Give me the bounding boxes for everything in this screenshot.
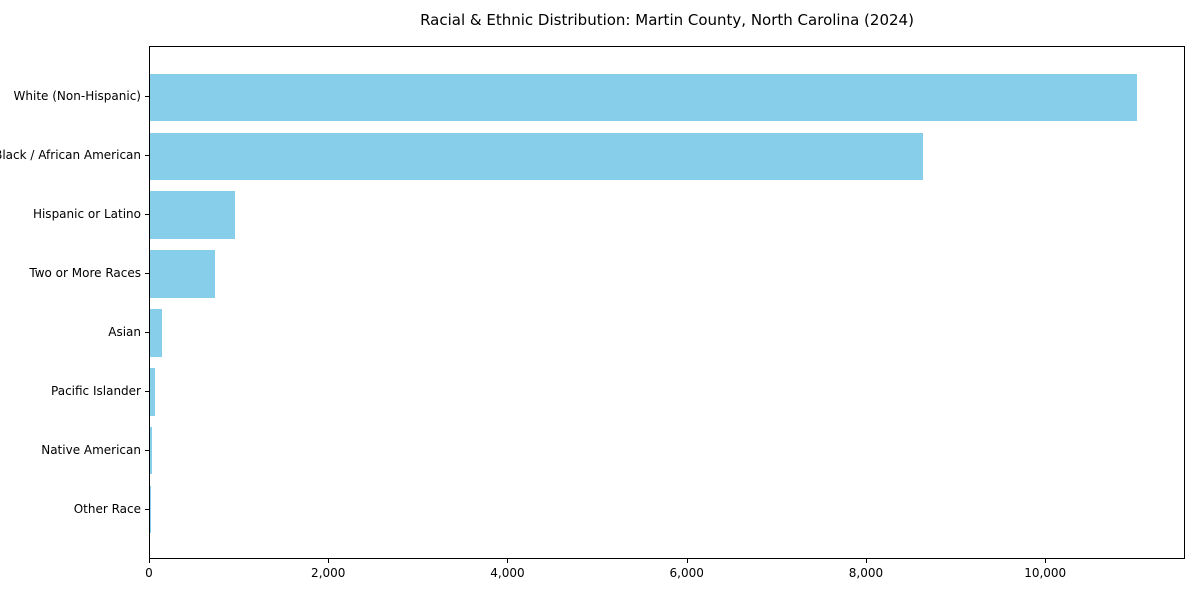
y-tick-mark bbox=[145, 449, 149, 451]
bar bbox=[150, 191, 236, 239]
y-tick-mark bbox=[145, 390, 149, 392]
x-tick-mark bbox=[1045, 559, 1047, 563]
y-tick-label: Pacific Islander bbox=[51, 383, 141, 398]
bar bbox=[150, 427, 152, 475]
x-tick-mark bbox=[686, 559, 688, 563]
y-tick-label: Hispanic or Latino bbox=[32, 207, 141, 222]
x-tick-mark bbox=[149, 559, 150, 563]
x-tick-label: 4,000 bbox=[490, 566, 525, 580]
y-tick-label: Native American bbox=[41, 442, 141, 457]
y-tick-label: White (Non-Hispanic) bbox=[13, 89, 141, 104]
x-tick-label: 0 bbox=[145, 566, 153, 580]
y-tick-label: Two or More Races bbox=[29, 266, 141, 281]
x-tick-label: 6,000 bbox=[669, 566, 704, 580]
x-tick-label: 8,000 bbox=[848, 566, 884, 580]
x-tick-mark bbox=[865, 559, 867, 563]
x-tick-label: 2,000 bbox=[311, 566, 346, 580]
plot-area bbox=[149, 46, 1185, 559]
y-tick-label: Black / African American bbox=[0, 148, 141, 163]
y-tick-mark bbox=[145, 508, 149, 510]
bar bbox=[150, 250, 216, 298]
bar bbox=[150, 368, 155, 416]
y-tick-mark bbox=[145, 155, 149, 157]
bar bbox=[150, 73, 1137, 121]
y-tick-mark bbox=[145, 273, 149, 275]
y-tick-mark bbox=[145, 96, 149, 98]
bar bbox=[150, 309, 162, 357]
x-tick-label: 10,000 bbox=[1024, 566, 1067, 580]
x-tick-mark bbox=[328, 559, 330, 563]
chart-title: Racial & Ethnic Distribution: Martin Cou… bbox=[420, 11, 914, 29]
x-tick-mark bbox=[507, 559, 509, 563]
y-tick-label: Other Race bbox=[73, 501, 141, 516]
y-tick-mark bbox=[145, 331, 149, 333]
bar bbox=[150, 132, 924, 180]
y-tick-mark bbox=[145, 214, 149, 216]
y-tick-label: Asian bbox=[108, 324, 141, 339]
